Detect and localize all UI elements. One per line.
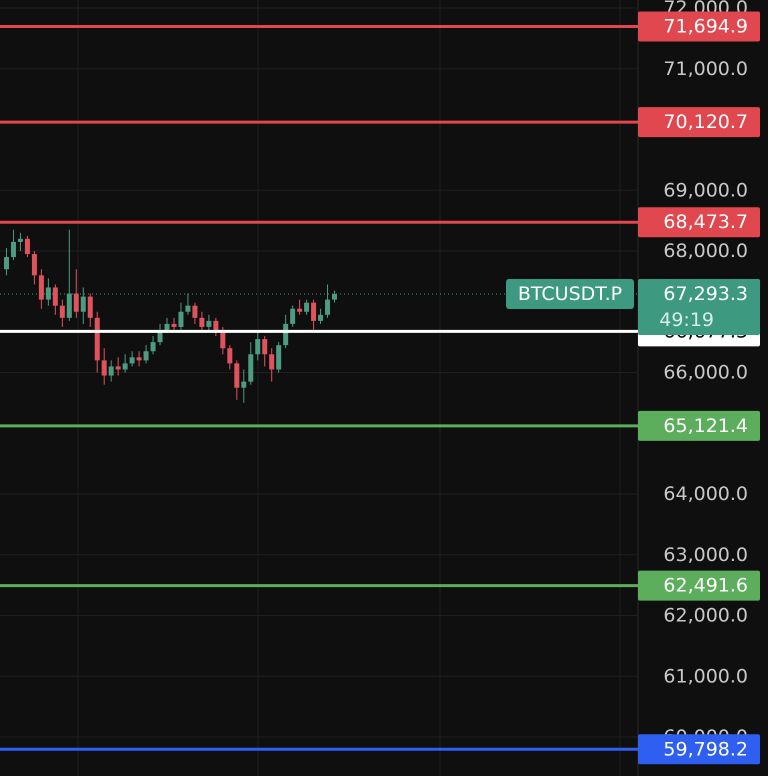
candle-body [52,287,58,306]
candle-body [143,351,149,361]
level-tag [638,410,760,441]
candle-body [283,323,289,346]
level-label: 62,491.6 [663,575,748,597]
candle-body [17,238,23,242]
candle-body [157,329,163,343]
y-tick-label: 64,000.0 [663,483,748,505]
symbol-label: BTCUSDT.P [518,283,622,305]
symbol-tag [506,278,634,309]
candle-body [10,241,16,258]
level-label: 65,121.4 [663,415,748,437]
candle-body [136,357,142,361]
candle-body [87,296,93,318]
candle-body [234,363,240,388]
price-label: 67,293.3 [663,283,748,305]
vertical-grid [77,0,621,776]
candle-body [318,314,324,321]
y-tick-label: 62,000.0 [663,605,748,627]
candle-body [227,348,233,364]
y-tick-label: 69,000.0 [663,179,748,201]
candle-body [290,308,296,324]
level-label: 68,473.7 [663,211,748,233]
y-tick-label: 66,000.0 [663,362,748,384]
level-tag [638,207,760,238]
candle-body [304,302,310,312]
candle-body [325,299,331,315]
y-tick-label: 63,000.0 [663,544,748,566]
candle-body [332,293,338,300]
candle-body [101,360,107,376]
level-tag [638,11,760,42]
candle-body [220,329,226,349]
candle-body [262,339,268,355]
level-tag [638,107,760,138]
candle-body [80,296,86,312]
y-tick-label: 61,000.0 [663,665,748,687]
candle-body [59,305,65,318]
candle-body [150,342,156,352]
candle-body [199,317,205,327]
price-tag [638,278,760,335]
candle-body [3,257,9,270]
candle-body [38,275,44,300]
candle-body [297,308,303,312]
candle-body [178,311,184,327]
candle-body [255,339,261,355]
candle-body [94,317,100,361]
y-tick-label: 68,000.0 [663,240,748,262]
level-label: 59,798.2 [663,738,748,760]
candle-body [213,320,219,330]
candle-body [122,363,128,370]
y-tick-label: 71,000.0 [663,58,748,80]
level-label: 70,120.7 [663,111,748,133]
level-label: 71,694.9 [663,16,748,38]
candle-body [66,293,72,318]
candle-body [241,381,247,388]
candle-body [73,293,79,312]
candle-body [24,238,30,255]
candle-body [185,305,191,312]
candle-body [115,366,121,370]
candle-body [206,320,212,327]
candle-body [192,305,198,318]
countdown-label: 49:19 [659,309,714,331]
candle-body [248,354,254,382]
candle-body [108,366,114,376]
level-tag [638,734,760,765]
candle-body [269,354,275,370]
candle-body [129,357,135,364]
candle-body [164,323,170,330]
candle-body [311,302,317,321]
level-tag [638,570,760,601]
candle-body [31,254,37,276]
candle-body [276,345,282,370]
candle-body [171,323,177,327]
